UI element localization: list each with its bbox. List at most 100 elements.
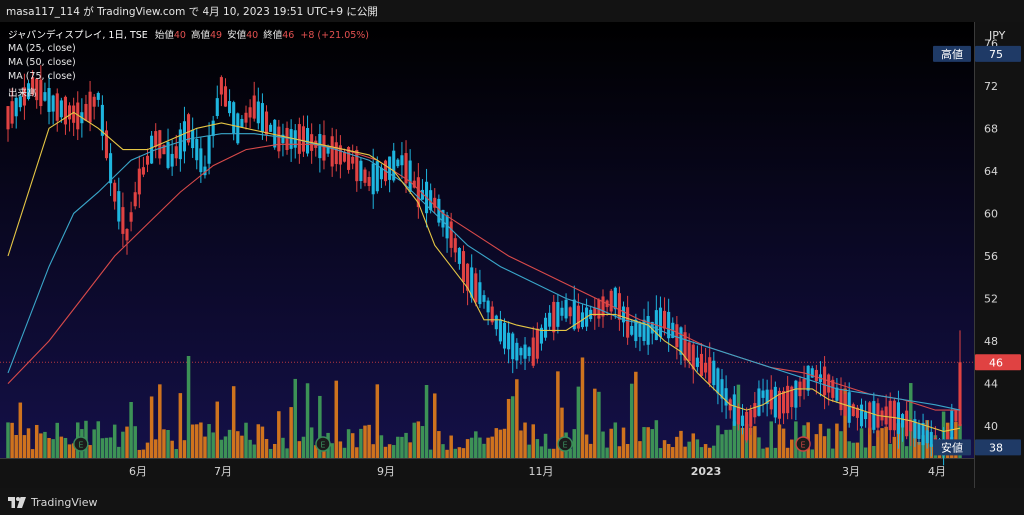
candle-body [539, 327, 543, 344]
volume-bar [707, 447, 712, 458]
candle-body [223, 86, 228, 107]
candle-body [334, 142, 338, 165]
volume-bar [346, 429, 351, 458]
high-value: 49 [209, 30, 223, 41]
price-tick-label: 40 [984, 420, 998, 433]
volume-bar [613, 422, 618, 458]
time-tick-label: 2023 [691, 465, 722, 478]
time-tick-label: 6月 [129, 465, 147, 478]
candle-body [658, 307, 662, 338]
candle-body [646, 316, 650, 345]
candle-body [736, 406, 740, 425]
earnings-icon[interactable]: E [73, 436, 89, 452]
candle-body [59, 100, 63, 118]
volume-bar [355, 447, 359, 458]
candle-body [831, 379, 835, 398]
volume-bar [39, 433, 43, 458]
volume-bar [621, 427, 626, 458]
volume-bar [474, 431, 478, 458]
time-tick-label: 11月 [529, 465, 554, 478]
legend-ma25[interactable]: MA (25, close) [8, 43, 76, 54]
volume-bar [465, 439, 470, 458]
footer-bar: TradingView [0, 488, 1024, 515]
candle-body [322, 135, 326, 161]
volume-bar [383, 446, 388, 458]
candle-body [457, 247, 461, 264]
candle-body [913, 419, 917, 439]
candle-body [429, 190, 433, 211]
volume-bar [231, 386, 236, 458]
ma75-line [7, 143, 960, 411]
candle-body [617, 293, 621, 320]
high-marker-label-box [933, 45, 971, 62]
time-tick-label: 3月 [842, 465, 860, 478]
current-price-marker: 46 [975, 354, 1021, 371]
candle-body [297, 124, 301, 154]
earnings-icon-letter: E [320, 441, 325, 450]
earnings-icon[interactable]: E [315, 436, 331, 452]
volume-bar [153, 439, 158, 458]
volume-bar [761, 448, 765, 458]
volume-bar [671, 447, 675, 458]
earnings-icon[interactable]: E [795, 436, 811, 452]
candle-body [884, 406, 888, 425]
volume-bar [162, 429, 166, 458]
candle-body [367, 177, 371, 187]
volume-bar [363, 425, 367, 458]
volume-bar [334, 380, 339, 458]
candle-body [679, 327, 683, 355]
candle-body [515, 342, 519, 361]
symbol-name[interactable]: ジャパンディスプレイ, 1日, TSE [8, 30, 148, 41]
volume-bar [330, 443, 334, 458]
volume-bar [740, 427, 745, 458]
volume-bar [293, 378, 297, 458]
candle-body [18, 96, 22, 108]
volume-bar [547, 448, 552, 458]
volume-bar [309, 427, 314, 458]
volume-bar [810, 449, 815, 458]
earnings-icon[interactable]: E [557, 436, 573, 452]
price-tick-label: 68 [984, 122, 998, 135]
volume-bar [699, 447, 704, 458]
volume-bar [244, 422, 248, 458]
volume-bar [391, 445, 396, 458]
candle-body [740, 415, 745, 426]
volume-bar [133, 426, 137, 458]
volume-bar [43, 431, 47, 458]
legend-ma50[interactable]: MA (50, close) [8, 57, 76, 68]
volume-bar [506, 398, 511, 458]
candle-body [946, 432, 950, 442]
volume-bar [129, 401, 133, 458]
candle-body [782, 390, 786, 414]
volume-bar [769, 421, 773, 458]
legend-volume[interactable]: 出来高 [8, 88, 37, 99]
volume-bar [666, 443, 671, 458]
volume-bar [531, 424, 535, 458]
candle-body [806, 365, 810, 391]
candle-body [154, 131, 158, 147]
volume-bar [379, 435, 384, 458]
candle-body [211, 120, 215, 137]
volume-bar [199, 422, 203, 458]
volume-bar [453, 448, 458, 458]
candle-body [47, 88, 51, 112]
candle-body [215, 98, 219, 117]
candle-body [363, 169, 367, 183]
candle-body [445, 215, 449, 239]
price-tick-label: 72 [984, 80, 998, 93]
low-value: 40 [246, 30, 259, 41]
candle-body [162, 145, 166, 155]
candle-body [724, 388, 728, 406]
candle-body [478, 282, 482, 305]
volume-bar [268, 448, 273, 458]
tradingview-logo[interactable]: TradingView [8, 494, 97, 510]
volume-bar [30, 449, 35, 458]
candle-body [609, 290, 613, 312]
legend-ma75[interactable]: MA (75, close) [8, 71, 76, 82]
candle-body [839, 388, 843, 411]
candle-body [683, 332, 687, 361]
candle-body [634, 319, 638, 342]
earnings-icon-ring [73, 436, 89, 452]
high-label: 高値 [190, 30, 210, 41]
